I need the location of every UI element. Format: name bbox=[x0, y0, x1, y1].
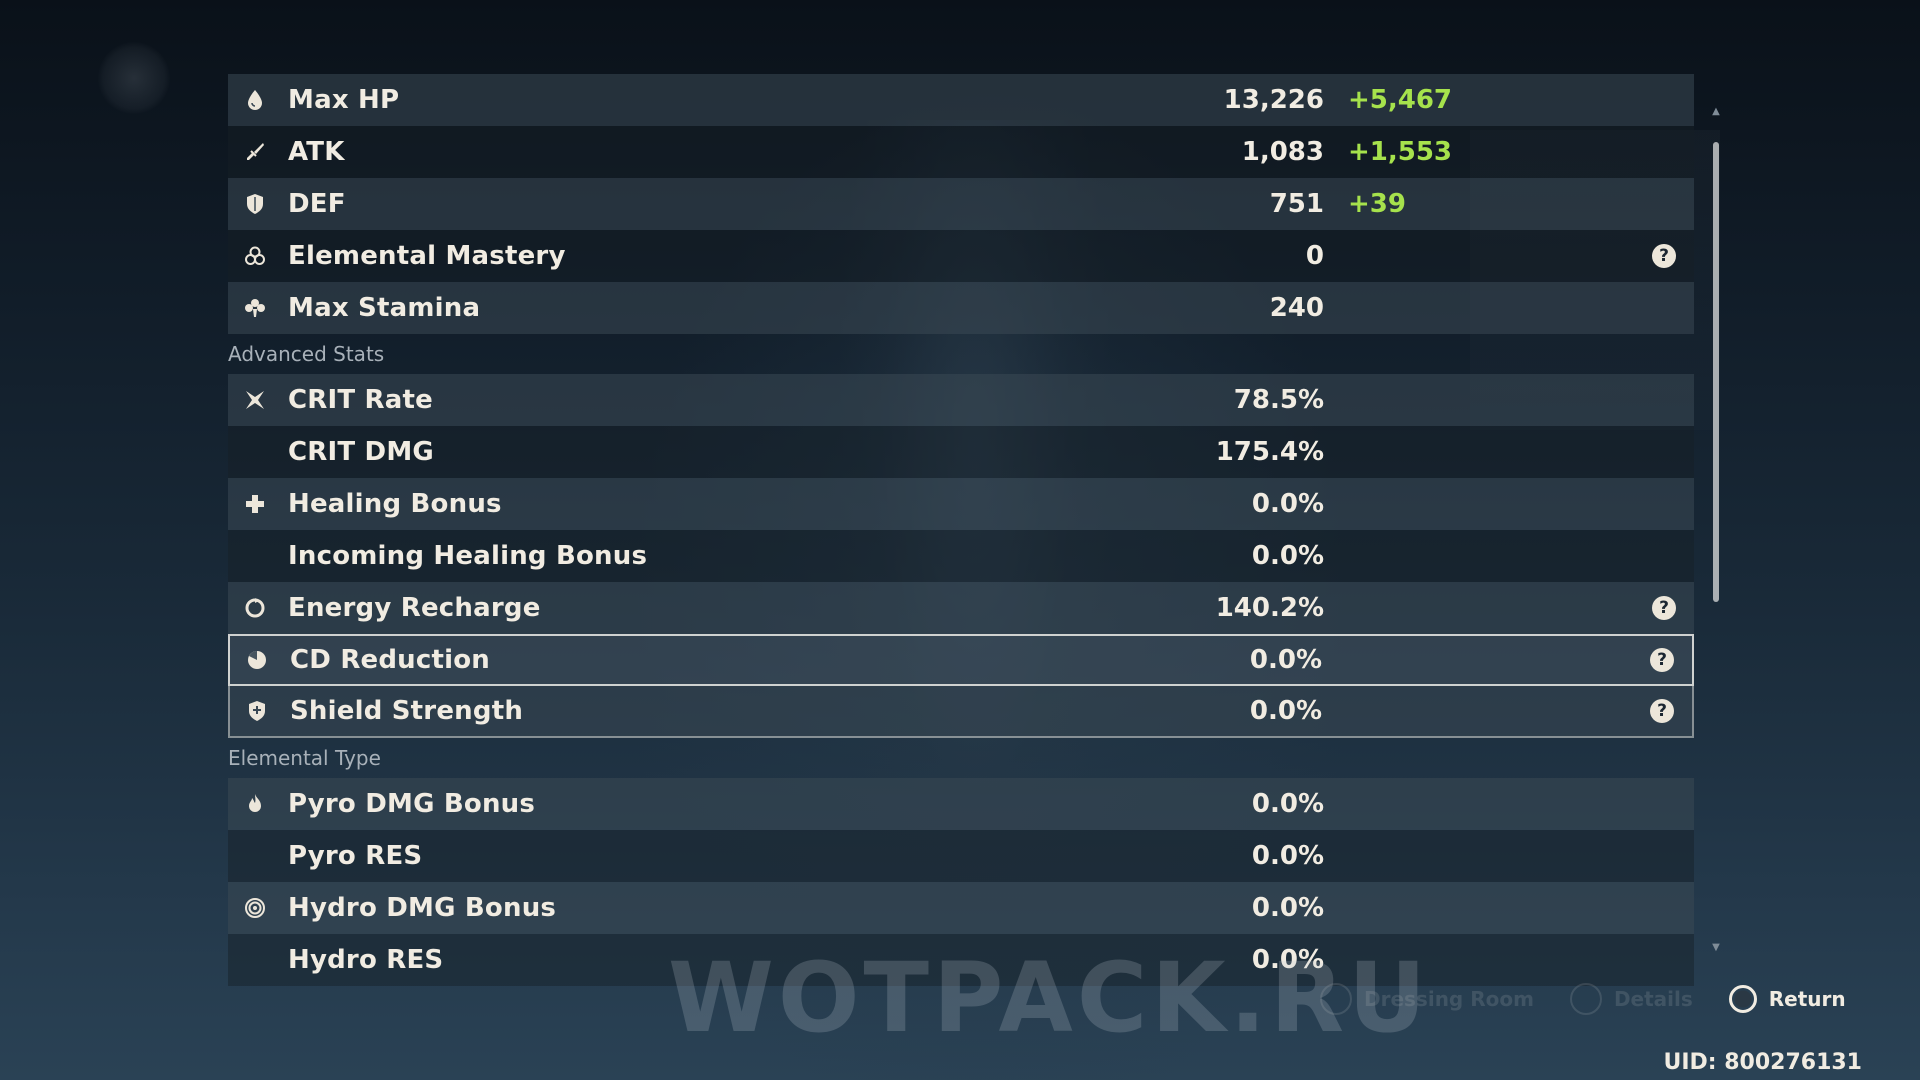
help-icon[interactable]: ? bbox=[1652, 244, 1676, 268]
circle-button-icon bbox=[1728, 985, 1757, 1013]
stat-value: 0.0% bbox=[1251, 541, 1324, 571]
energy-icon bbox=[242, 595, 268, 621]
dressing-room-label: Dressing Room bbox=[1364, 987, 1534, 1011]
section-header-advanced: Advanced Stats bbox=[228, 342, 385, 366]
bottom-action-bar: Dressing Room Details Return bbox=[1320, 978, 1882, 1020]
return-label: Return bbox=[1768, 987, 1846, 1011]
stat-value: 140.2% bbox=[1215, 593, 1324, 623]
stat-row-max-stamina[interactable]: Max Stamina 240 bbox=[228, 282, 1694, 334]
crit-icon bbox=[242, 387, 268, 413]
stat-row-crit-dmg[interactable]: CRIT DMG 175.4% bbox=[228, 426, 1694, 478]
stat-row-hydro-dmg-bonus[interactable]: Hydro DMG Bonus 0.0% bbox=[228, 882, 1694, 934]
stat-label: DEF bbox=[288, 189, 346, 219]
stat-value: 0.0% bbox=[1249, 696, 1322, 726]
stat-row-hydro-res[interactable]: Hydro RES 0.0% bbox=[228, 934, 1694, 986]
stat-label: Pyro DMG Bonus bbox=[288, 789, 536, 819]
stat-label: Incoming Healing Bonus bbox=[288, 541, 648, 571]
hp-drop-icon bbox=[242, 87, 268, 113]
stat-value: 175.4% bbox=[1215, 437, 1324, 467]
stat-row-atk[interactable]: ATK 1,083 +1,553 bbox=[228, 126, 1694, 178]
dressing-room-button[interactable]: Dressing Room bbox=[1320, 983, 1534, 1015]
pyro-icon bbox=[242, 791, 268, 817]
details-button[interactable]: Details bbox=[1569, 983, 1693, 1015]
stat-bonus: +39 bbox=[1348, 189, 1406, 219]
stat-label: ATK bbox=[288, 137, 345, 167]
stat-row-pyro-dmg-bonus[interactable]: Pyro DMG Bonus 0.0% bbox=[228, 778, 1694, 830]
stat-row-def[interactable]: DEF 751 +39 bbox=[228, 178, 1694, 230]
stat-value: 0.0% bbox=[1251, 841, 1324, 871]
cross-icon bbox=[242, 491, 268, 517]
stat-value: 78.5% bbox=[1233, 385, 1324, 415]
sword-icon bbox=[242, 139, 268, 165]
stats-panel: Max HP 13,226 +5,467 ATK 1,083 +1,553 DE… bbox=[228, 74, 1694, 986]
stat-label: Hydro DMG Bonus bbox=[288, 893, 557, 923]
dressing-room-icon bbox=[1320, 983, 1352, 1015]
stat-label: Max Stamina bbox=[288, 293, 481, 323]
stat-label: Shield Strength bbox=[290, 696, 524, 726]
stat-label: Pyro RES bbox=[288, 841, 423, 871]
stat-row-crit-rate[interactable]: CRIT Rate 78.5% bbox=[228, 374, 1694, 426]
scrollbar[interactable]: ▲ ▼ bbox=[1712, 106, 1720, 953]
stat-label: CRIT DMG bbox=[288, 437, 434, 467]
stat-value: 0.0% bbox=[1249, 645, 1322, 675]
stat-row-shield-strength[interactable]: Shield Strength 0.0% ? bbox=[228, 686, 1694, 738]
stat-label: Healing Bonus bbox=[288, 489, 502, 519]
stat-row-pyro-res[interactable]: Pyro RES 0.0% bbox=[228, 830, 1694, 882]
stat-value: 751 bbox=[1269, 189, 1324, 219]
stat-label: Elemental Mastery bbox=[288, 241, 566, 271]
details-icon bbox=[1569, 983, 1602, 1015]
stat-row-max-hp[interactable]: Max HP 13,226 +5,467 bbox=[228, 74, 1694, 126]
scroll-up-icon[interactable]: ▲ bbox=[1712, 106, 1720, 117]
help-icon[interactable]: ? bbox=[1652, 596, 1676, 620]
stat-value: 240 bbox=[1269, 293, 1324, 323]
mastery-icon bbox=[242, 243, 268, 269]
stamina-icon bbox=[242, 295, 268, 321]
stat-label: CD Reduction bbox=[290, 645, 491, 675]
uid-label: UID: 800276131 bbox=[1663, 1050, 1862, 1075]
stat-label: Energy Recharge bbox=[288, 593, 541, 623]
stat-label: CRIT Rate bbox=[288, 385, 433, 415]
cooldown-icon bbox=[244, 647, 270, 673]
stat-row-incoming-healing-bonus[interactable]: Incoming Healing Bonus 0.0% bbox=[228, 530, 1694, 582]
shield-icon bbox=[242, 191, 268, 217]
stat-value: 1,083 bbox=[1241, 137, 1324, 167]
shield-strength-icon bbox=[244, 698, 270, 724]
scroll-thumb[interactable] bbox=[1713, 142, 1719, 602]
details-label: Details bbox=[1613, 987, 1693, 1011]
stat-value: 0.0% bbox=[1251, 893, 1324, 923]
stat-row-energy-recharge[interactable]: Energy Recharge 140.2% ? bbox=[228, 582, 1694, 634]
stat-value: 0.0% bbox=[1251, 945, 1324, 975]
help-icon[interactable]: ? bbox=[1650, 699, 1674, 723]
help-icon[interactable]: ? bbox=[1650, 648, 1674, 672]
stat-value: 13,226 bbox=[1223, 85, 1324, 115]
stat-value: 0.0% bbox=[1251, 789, 1324, 819]
stat-row-elemental-mastery[interactable]: Elemental Mastery 0 ? bbox=[228, 230, 1694, 282]
stat-bonus: +5,467 bbox=[1348, 85, 1453, 115]
return-button[interactable]: Return bbox=[1728, 985, 1846, 1013]
hydro-icon bbox=[242, 895, 268, 921]
stat-label: Max HP bbox=[288, 85, 400, 115]
stat-value: 0.0% bbox=[1251, 489, 1324, 519]
stat-value: 0 bbox=[1305, 241, 1324, 271]
stat-label: Hydro RES bbox=[288, 945, 444, 975]
scroll-down-icon[interactable]: ▼ bbox=[1712, 942, 1720, 953]
watermark: WOTPACK.RU bbox=[668, 942, 1431, 1054]
stat-row-cd-reduction[interactable]: CD Reduction 0.0% ? bbox=[228, 634, 1694, 686]
section-header-elemental: Elemental Type bbox=[228, 746, 381, 770]
background-emblem bbox=[98, 42, 170, 114]
stat-bonus: +1,553 bbox=[1348, 137, 1453, 167]
stat-row-healing-bonus[interactable]: Healing Bonus 0.0% bbox=[228, 478, 1694, 530]
